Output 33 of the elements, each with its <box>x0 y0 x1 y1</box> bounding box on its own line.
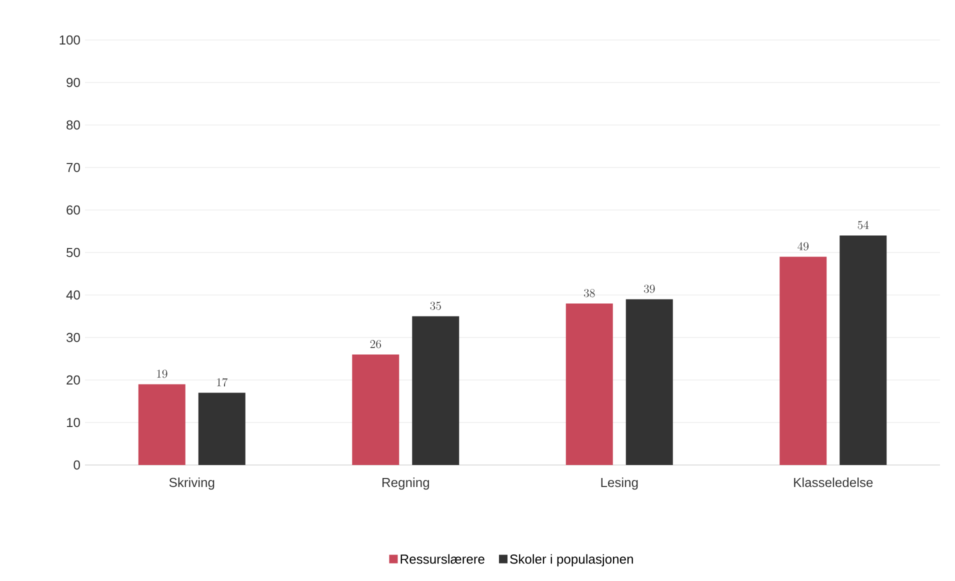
data-label: 54 <box>858 220 869 230</box>
data-label: 26 <box>370 340 382 348</box>
y-tick-label: 40 <box>66 290 80 300</box>
y-tick-label: 80 <box>66 120 80 130</box>
y-tick-label: 100 <box>60 35 80 45</box>
y-tick-label: 50 <box>66 248 80 258</box>
y-tick-label: 10 <box>67 418 80 428</box>
x-tick-label: Klasseledelse <box>794 478 873 488</box>
data-label: 35 <box>430 302 441 310</box>
x-tick-label: Lesing <box>601 478 638 490</box>
bar <box>566 304 613 465</box>
y-tick-label: 60 <box>66 205 80 215</box>
y-tick-label: 30 <box>66 332 80 342</box>
y-tick-label: 20 <box>66 375 80 385</box>
y-tick-label: 70 <box>66 162 80 172</box>
data-label: 39 <box>644 284 655 293</box>
bar <box>198 392 246 465</box>
bar <box>138 384 186 465</box>
y-tick-label: 90 <box>66 78 80 88</box>
data-label: 19 <box>157 370 168 378</box>
x-tick-label: Regning <box>382 478 429 490</box>
data-label: 17 <box>217 378 228 386</box>
bar <box>626 299 673 465</box>
bar <box>352 354 400 465</box>
legend-label: Ressurslærere <box>400 554 484 564</box>
data-label: 38 <box>584 288 595 298</box>
legend-label: Skoler i populasjonen <box>510 554 633 566</box>
bar <box>412 316 460 465</box>
x-tick-label: Skriving <box>169 478 214 490</box>
y-tick-label: 0 <box>74 460 80 470</box>
bar <box>840 235 887 465</box>
data-label: 49 <box>798 242 809 250</box>
bar <box>780 256 827 465</box>
